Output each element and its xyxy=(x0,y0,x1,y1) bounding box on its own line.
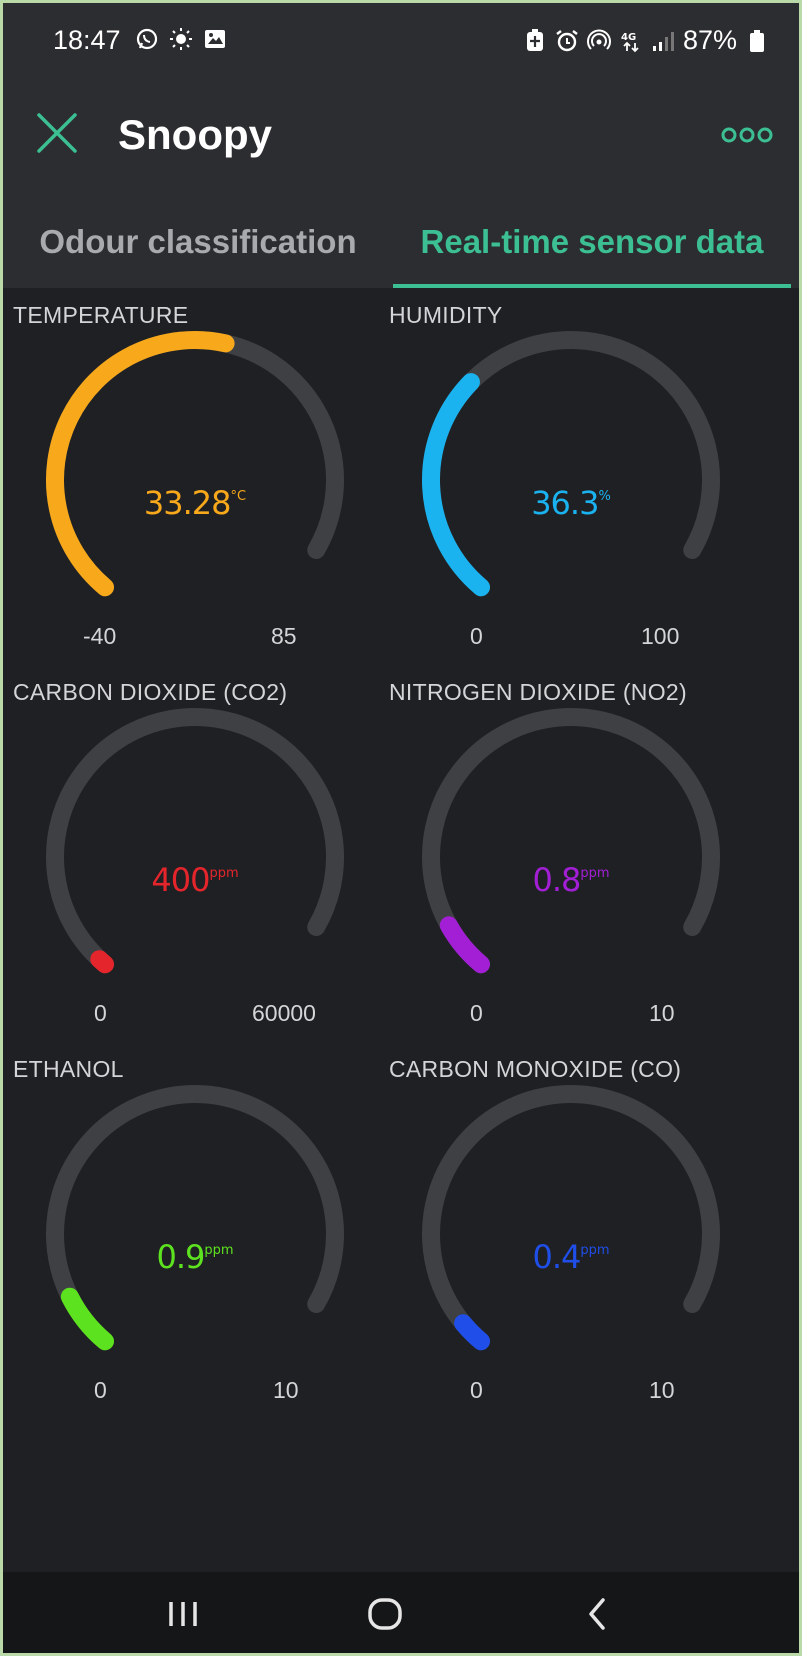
gauge-unit: ppm xyxy=(580,866,610,881)
gauge-min-label: 0 xyxy=(94,1000,107,1026)
gauge-max-label: 60000 xyxy=(252,1000,316,1026)
alarm-icon xyxy=(555,29,579,53)
active-tab-indicator xyxy=(393,284,791,288)
app-header: Snoopy xyxy=(3,83,799,195)
gauge-min-label: 0 xyxy=(470,623,483,649)
home-button[interactable] xyxy=(363,1594,407,1634)
gauge-title: CARBON MONOXIDE (CO) xyxy=(389,1056,682,1082)
gauge-unit: % xyxy=(598,489,611,504)
gauge-fill xyxy=(422,373,491,597)
page-title: Snoopy xyxy=(118,111,272,158)
battery-percentage: 87% xyxy=(682,25,737,55)
more-options-button[interactable] xyxy=(721,123,773,147)
gauge-fill xyxy=(439,916,491,974)
whatsapp-icon xyxy=(135,27,159,51)
gauge-nitrogen-dioxide: NITROGEN DIOXIDE (NO2) 0.8ppm 0 10 xyxy=(379,665,777,1063)
gauge-fill xyxy=(90,950,115,974)
gauge-value: 33.28 xyxy=(143,484,232,522)
gauge-ethanol: ETHANOL 0.9ppm 0 10 xyxy=(3,1042,401,1440)
gauge-title: HUMIDITY xyxy=(389,302,503,328)
close-icon xyxy=(37,113,77,153)
gauge-unit: ppm xyxy=(204,1243,234,1258)
gauge-track xyxy=(46,708,344,974)
home-icon xyxy=(368,1598,402,1630)
brightness-icon xyxy=(169,27,193,51)
gauge-title: ETHANOL xyxy=(13,1056,124,1082)
gauge-value-display: 36.3% xyxy=(371,484,771,522)
system-nav-bar xyxy=(3,1572,799,1653)
gauge-value-display: 0.8ppm xyxy=(371,861,771,899)
gauge-carbon-monoxide: CARBON MONOXIDE (CO) 0.4ppm 0 10 xyxy=(379,1042,777,1440)
gauge-value: 36.3 xyxy=(531,484,599,522)
gauge-value: 400 xyxy=(151,861,210,899)
gauge-title: CARBON DIOXIDE (CO2) xyxy=(13,679,288,705)
recents-button[interactable] xyxy=(161,1594,205,1634)
battery-saver-icon xyxy=(523,28,547,53)
gauge-min-label: 0 xyxy=(470,1000,483,1026)
gauge-max-label: 10 xyxy=(649,1000,675,1026)
hotspot-icon xyxy=(586,29,611,53)
gallery-icon xyxy=(203,27,227,51)
gauge-value-display: 0.9ppm xyxy=(3,1238,395,1276)
gauge-fill xyxy=(60,1287,115,1351)
gauge-fill xyxy=(46,331,235,597)
gauge-arc xyxy=(46,708,344,974)
gauge-value-display: 400ppm xyxy=(3,861,395,899)
gauge-value-display: 33.28°C xyxy=(3,484,395,522)
gauge-track xyxy=(422,1085,720,1351)
gauge-title: NITROGEN DIOXIDE (NO2) xyxy=(389,679,687,705)
gauge-track xyxy=(422,708,720,974)
battery-icon xyxy=(745,29,769,53)
gauge-arc xyxy=(422,331,720,597)
gauge-max-label: 85 xyxy=(271,623,297,649)
gauge-value: 0.4 xyxy=(532,1238,581,1276)
gauge-arc xyxy=(422,1085,720,1351)
tab-odour-classification[interactable]: Odour classification xyxy=(39,222,357,260)
gauge-max-label: 100 xyxy=(641,623,680,649)
status-bar: 18:47 4G xyxy=(3,3,799,83)
gauge-carbon-dioxide: CARBON DIOXIDE (CO2) 400ppm 0 60000 xyxy=(3,665,401,1063)
gauge-value: 0.8 xyxy=(532,861,581,899)
gauge-title: TEMPERATURE xyxy=(13,302,189,328)
tab-bar: Odour classification Real-time sensor da… xyxy=(3,195,799,288)
gauge-temperature: TEMPERATURE 33.28°C -40 85 xyxy=(3,288,401,686)
gauge-max-label: 10 xyxy=(649,1377,675,1403)
gauge-max-label: 10 xyxy=(273,1377,299,1403)
signal-icon xyxy=(651,29,675,53)
gauge-arc xyxy=(46,1085,344,1351)
gauge-arc xyxy=(422,708,720,974)
gauge-humidity: HUMIDITY 36.3% 0 100 xyxy=(379,288,777,686)
gauge-unit: ppm xyxy=(209,866,239,881)
gauge-fill xyxy=(454,1314,491,1351)
status-time: 18:47 xyxy=(53,25,121,55)
gauge-value-display: 0.4ppm xyxy=(371,1238,771,1276)
gauge-unit: ppm xyxy=(580,1243,610,1258)
gauge-arc xyxy=(46,331,344,597)
tab-real-time-sensor-data[interactable]: Real-time sensor data xyxy=(420,222,764,260)
gauge-min-label: -40 xyxy=(83,623,117,649)
gauge-unit: °C xyxy=(230,489,247,504)
gauge-min-label: 0 xyxy=(470,1377,483,1403)
sensor-gauges-grid: TEMPERATURE 33.28°C -40 85 HUMIDITY 36.3… xyxy=(3,288,799,1578)
gauge-track xyxy=(46,1085,344,1351)
recents-icon xyxy=(169,1602,197,1626)
more-horizontal-icon xyxy=(721,127,773,143)
4g-data-icon: 4G xyxy=(619,29,643,53)
back-button[interactable] xyxy=(577,1594,621,1634)
gauge-value: 0.9 xyxy=(156,1238,205,1276)
back-icon xyxy=(589,1598,605,1630)
gauge-min-label: 0 xyxy=(94,1377,107,1403)
svg-text:4G: 4G xyxy=(621,32,636,43)
close-button[interactable] xyxy=(33,109,81,157)
